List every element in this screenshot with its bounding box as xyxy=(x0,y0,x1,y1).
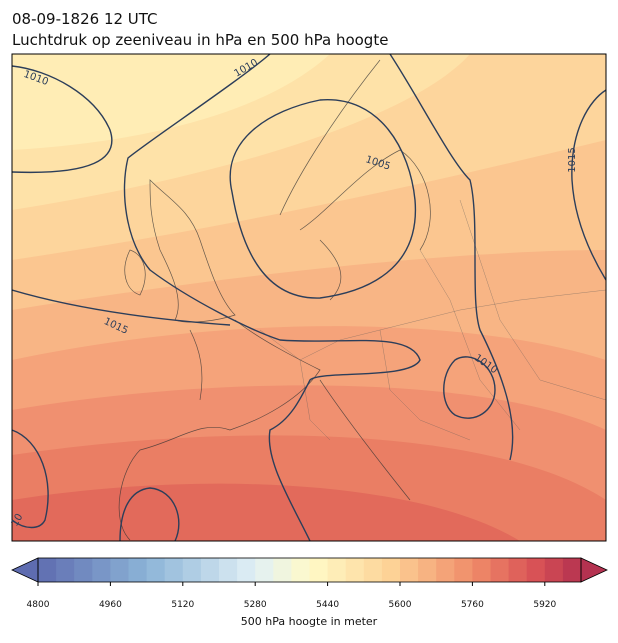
coastline xyxy=(149,179,236,323)
subtitle: Luchtdruk op zeeniveau in hPa en 500 hPa… xyxy=(12,31,388,49)
isobar xyxy=(571,89,606,281)
isobar xyxy=(123,54,421,541)
colorbar-swatch xyxy=(273,558,292,582)
colorbar: 4800 4960 5120 5280 5440 5600 5760 5920 xyxy=(11,557,608,610)
colorbar-swatch xyxy=(237,558,256,582)
colorbar-swatch xyxy=(110,558,129,582)
colorbar-swatch xyxy=(363,558,383,582)
colorbar-tick-label: 5120 xyxy=(171,600,194,610)
isobar xyxy=(443,356,496,419)
colorbar-swatch xyxy=(92,558,111,582)
map-frame xyxy=(11,53,607,542)
colorbar-swatch xyxy=(182,558,202,582)
coastline xyxy=(118,59,431,541)
colorbar-tick-label: 5280 xyxy=(244,600,267,610)
isobar xyxy=(229,99,417,299)
colorbar-extend xyxy=(11,557,39,583)
colorbar-swatch xyxy=(146,558,166,582)
colorbar-swatch xyxy=(436,558,455,582)
colorbar-swatch xyxy=(219,558,238,582)
colorbar-swatch xyxy=(472,558,491,582)
colorbar-extend xyxy=(580,557,608,583)
colorbar-swatch xyxy=(562,558,582,582)
colorbar-swatch xyxy=(454,558,473,582)
colorbar-swatch xyxy=(418,558,437,582)
isobar xyxy=(12,289,231,326)
band xyxy=(12,54,330,150)
coastline xyxy=(124,249,146,296)
colorbar-label: 500 hPa hoogte in meter xyxy=(241,615,378,628)
contour-label: 1015 xyxy=(567,147,578,172)
colorbar-tick-label: 5440 xyxy=(316,600,339,610)
colorbar-swatch xyxy=(291,558,310,582)
colorbar-tick-label: 4800 xyxy=(27,600,50,610)
border xyxy=(259,199,606,441)
colorbar-swatch xyxy=(309,558,329,582)
colorbar-frame xyxy=(37,557,582,583)
colorbar-swatch xyxy=(164,558,184,582)
title: 08-09-1826 12 UTC xyxy=(12,10,158,28)
colorbar-tick-label: 5600 xyxy=(389,600,412,610)
isobar xyxy=(389,54,514,461)
colorbar-swatch xyxy=(56,558,75,582)
colorbar-swatch xyxy=(544,558,564,582)
colorbar-swatch xyxy=(128,558,148,582)
colorbar-swatch xyxy=(255,558,274,582)
colorbar-tick-label: 5920 xyxy=(533,600,556,610)
colorbar-tick-label: 5760 xyxy=(461,600,484,610)
colorbar-swatch xyxy=(508,558,528,582)
colorbar-swatch xyxy=(74,558,93,582)
colorbar-tick-label: 4960 xyxy=(99,600,122,610)
map-area xyxy=(12,54,606,541)
colorbar-swatch xyxy=(38,558,57,582)
colorbar-swatch xyxy=(200,558,220,582)
isobar xyxy=(12,429,180,541)
isobar xyxy=(12,65,113,174)
colorbar-swatch xyxy=(345,558,365,582)
colorbar-swatch xyxy=(490,558,510,582)
colorbar-swatch xyxy=(400,558,419,582)
colorbar-swatch xyxy=(526,558,546,582)
colorbar-swatch xyxy=(381,558,401,582)
colorbar-swatch xyxy=(327,558,347,582)
